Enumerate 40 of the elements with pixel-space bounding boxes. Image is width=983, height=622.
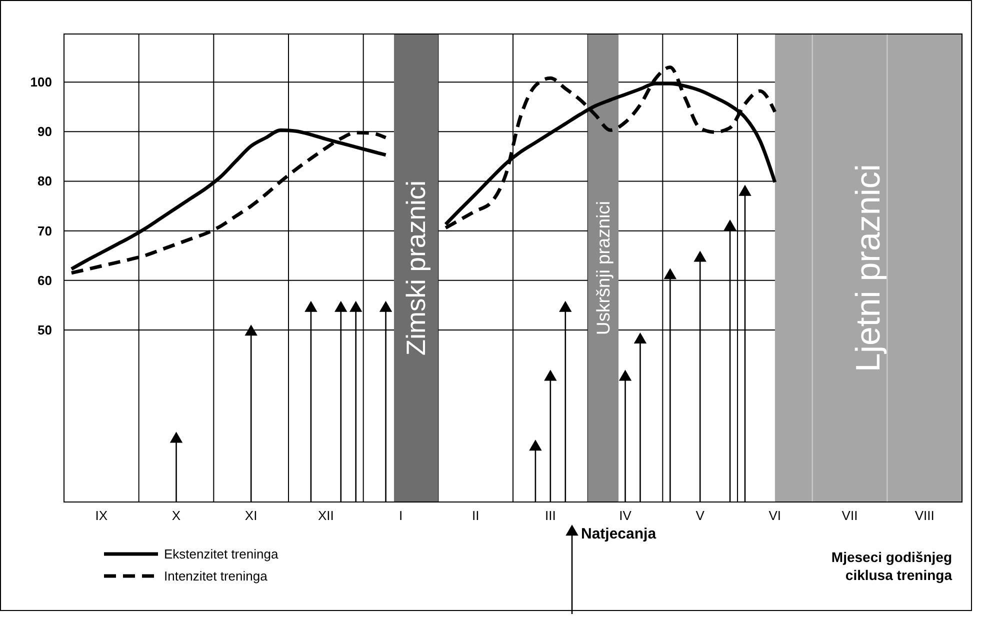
x-tick-label: VII [842,508,858,523]
point [544,370,557,381]
annotation: Uskršnji praznici [592,201,614,335]
point [694,250,706,262]
x-tick-label: X [172,508,181,523]
x-tick-label: I [398,508,403,523]
y-tick-label: 100 [30,74,52,90]
x-tick-label: XI [244,508,258,523]
x-tick-label: VIII [914,508,934,523]
x-tick-label: V [696,508,705,523]
point [618,370,632,381]
y-tick-label: 90 [38,124,52,140]
x-tick-label: IX [95,508,108,523]
point [170,432,183,443]
point [724,220,736,231]
y-tick-label: 50 [38,322,52,338]
annotation: Zimski praznici [401,180,432,356]
point [664,268,677,280]
annotation: Ljetni praznici [849,164,888,372]
x-tick-label: III [544,508,556,523]
point [738,184,752,196]
x-tick-label: XII [318,508,334,523]
point [349,300,362,312]
point [559,300,572,312]
legend-label: Natjecanja [581,526,657,542]
x-tick-label: IV [619,508,632,523]
y-tick-label: 60 [38,272,52,288]
x-tick-label: II [472,508,480,523]
point [334,300,348,312]
point [634,332,647,344]
y-tick-label: 70 [38,223,52,238]
point [529,440,542,451]
x-tick-label: VI [768,508,782,523]
x-axis-title: Mjeseci godišnjeg ciklusa treninga [831,549,952,583]
point [379,300,392,312]
legend-label: Ekstenzitet treninga [164,546,279,562]
point [304,300,318,312]
point [244,324,258,336]
legend-label: Intenzitet treninga [164,568,268,584]
y-tick-label: 80 [38,174,52,189]
